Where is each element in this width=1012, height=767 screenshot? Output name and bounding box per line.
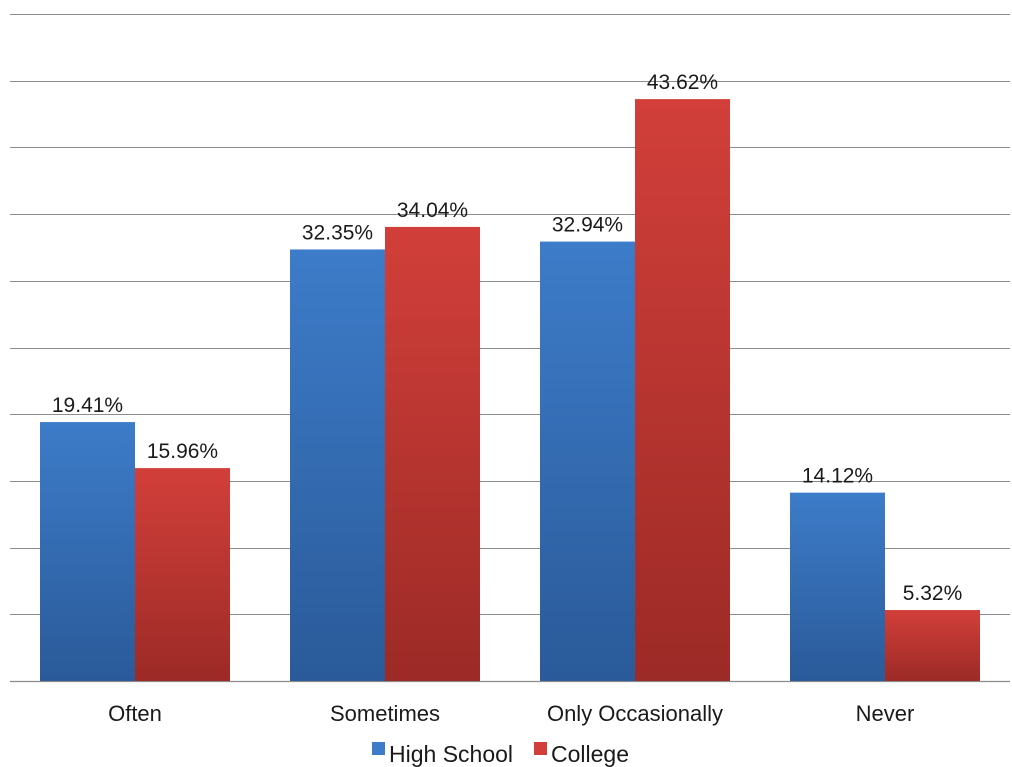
bar-college-only-occasionally xyxy=(635,99,730,682)
legend-swatch xyxy=(534,742,547,755)
legend: High School College xyxy=(372,741,629,767)
data-label: 34.04% xyxy=(397,199,468,222)
data-label: 14.12% xyxy=(802,465,873,488)
bar-high-school-often xyxy=(40,422,135,681)
bar-college-sometimes xyxy=(385,226,480,681)
x-tick-label: Never xyxy=(856,701,915,726)
bar-high-school-only-occasionally xyxy=(540,241,635,682)
bar-high-school-sometimes xyxy=(290,249,385,682)
data-label: 19.41% xyxy=(52,394,123,417)
bar-high-school-never xyxy=(790,492,885,681)
x-tick-label: Sometimes xyxy=(330,701,440,726)
legend-item-high-school: High School xyxy=(372,741,513,767)
legend-swatch xyxy=(372,742,385,755)
bar-college-often xyxy=(135,468,230,681)
legend-item-college: College xyxy=(534,741,629,767)
data-label: 43.62% xyxy=(647,71,718,94)
bars xyxy=(40,99,980,682)
data-label: 15.96% xyxy=(147,440,218,463)
bar-college-never xyxy=(885,610,980,681)
data-label: 32.94% xyxy=(552,214,623,237)
x-tick-label: Only Occasionally xyxy=(547,701,723,726)
data-label: 5.32% xyxy=(903,582,963,605)
data-label: 32.35% xyxy=(302,221,373,244)
x-tick-label: Often xyxy=(108,701,162,726)
legend-label: High School xyxy=(389,741,513,767)
x-axis: Often Sometimes Only Occasionally Never xyxy=(108,701,914,726)
legend-label: College xyxy=(551,741,629,767)
data-labels: 19.41% 15.96% 32.35% 34.04% 32.94% 43.62% 14.1… xyxy=(52,71,962,605)
